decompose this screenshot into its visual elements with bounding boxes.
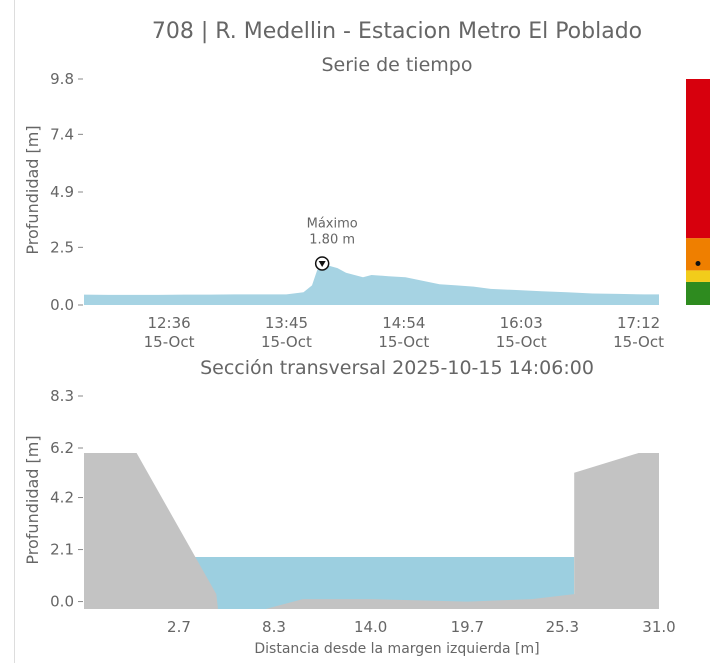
level-band [686,281,710,305]
x-tick-time: 12:36 [147,314,190,332]
x-tick-label: 25.3 [546,618,579,636]
time-series-area [84,263,659,305]
cross-section-x-ticks: 2.7 8.3 14.0 19.7 25.3 31.0 [167,618,676,636]
water-area [194,556,575,609]
y-tick-label: 6.2 [50,439,74,457]
time-series-title: Serie de tiempo [322,54,473,76]
x-tick-time: 13:45 [265,314,308,332]
x-tick-label: 31.0 [642,618,675,636]
current-level-dot [695,260,701,266]
y-tick-label: 4.2 [50,489,74,507]
maximum-value: 1.80 m [309,232,355,247]
alert-level-bar [686,79,710,305]
cross-section-xlabel: Distancia desde la margen izquierda [m] [254,641,539,657]
x-tick-time: 14:54 [382,314,425,332]
x-tick-date: 15-Oct [378,333,429,351]
cross-section-title: Sección transversal 2025-10-15 14:06:00 [200,357,594,379]
riverbed-ground [84,453,659,609]
cross-section-y-ticks: 0.0 2.1 4.2 6.2 8.3 [50,387,83,611]
time-series-chart: Serie de tiempo Profundidad [m] 0.0 2.5 4.… [23,54,710,351]
y-tick-label: 9.8 [50,70,74,88]
x-tick-date: 15-Oct [261,333,312,351]
time-series-y-ticks: 0.0 2.5 4.9 7.4 9.8 [50,70,83,314]
y-tick-label: 0.0 [50,296,74,314]
x-tick-date: 15-Oct [496,333,547,351]
down-triangle-icon [318,260,326,267]
maximum-label: Máximo [307,216,358,231]
x-tick-time: 17:12 [617,314,660,332]
x-tick-label: 2.7 [167,618,191,636]
cross-section-chart: Sección transversal 2025-10-15 14:06:00 … [23,357,676,657]
y-tick-label: 7.4 [50,125,74,143]
y-tick-label: 4.9 [50,183,74,201]
cross-section-ylabel: Profundidad [m] [23,435,42,564]
y-tick-label: 0.0 [50,593,74,611]
y-tick-label: 2.5 [50,238,74,256]
level-band [686,270,710,282]
time-series-ylabel: Profundidad [m] [23,125,42,254]
x-tick-date: 15-Oct [613,333,664,351]
x-tick-date: 15-Oct [144,333,195,351]
y-tick-label: 2.1 [50,541,74,559]
figure-title: 708 | R. Medellin - Estacion Metro El Po… [152,19,642,44]
x-tick-label: 14.0 [354,618,387,636]
level-band [686,79,710,239]
x-tick-time: 16:03 [500,314,543,332]
x-tick-label: 19.7 [451,618,484,636]
x-tick-label: 8.3 [262,618,286,636]
frame-border [14,0,15,663]
y-tick-label: 8.3 [50,387,74,405]
time-series-x-ticks: 12:3615-Oct13:4515-Oct14:5415-Oct16:0315… [144,314,664,351]
